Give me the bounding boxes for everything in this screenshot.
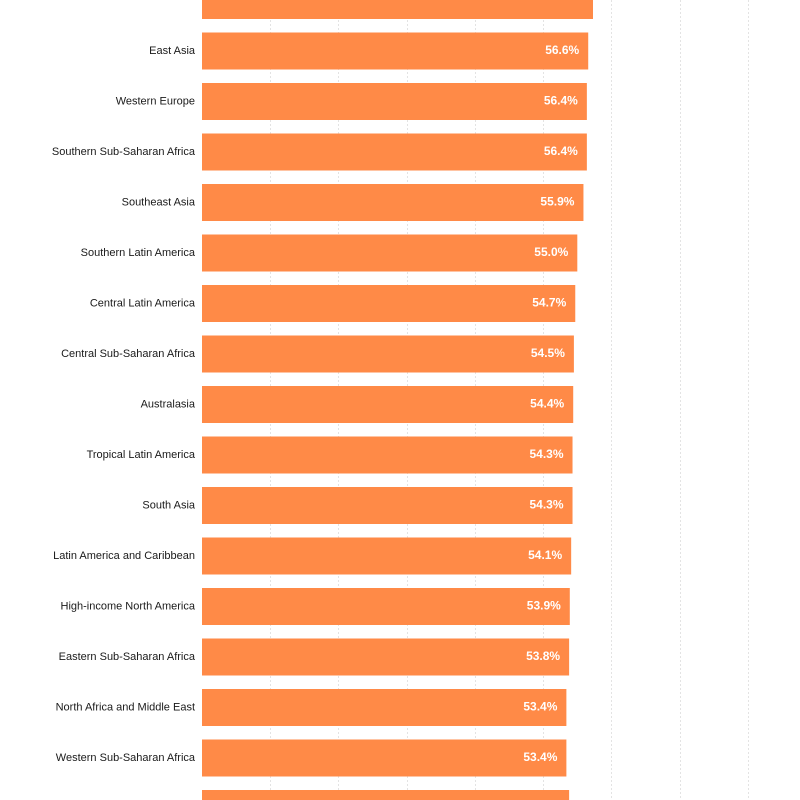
category-label: Southeast Asia	[122, 196, 196, 208]
category-label: Eastern Sub-Saharan Africa	[59, 651, 196, 663]
category-label: Central Latin America	[90, 297, 196, 309]
bar	[202, 790, 570, 800]
bar	[202, 184, 584, 221]
value-label: 54.4%	[530, 397, 564, 411]
category-label: South Asia	[142, 499, 195, 511]
bar	[202, 689, 567, 726]
value-label: 56.6%	[545, 43, 579, 57]
bar	[202, 285, 576, 322]
value-label: 54.7%	[532, 296, 566, 310]
value-label: 53.8%	[526, 649, 560, 663]
value-label: 53.4%	[523, 750, 557, 764]
category-label: Latin America and Caribbean	[53, 550, 195, 562]
value-label: 56.4%	[544, 144, 578, 158]
category-labels: East Asia Western Europe Southern Sub-Saha…	[52, 45, 196, 764]
value-label: 56.4%	[544, 94, 578, 108]
bar	[202, 133, 587, 171]
bar	[202, 335, 574, 373]
value-label: 53.9%	[527, 599, 561, 613]
category-label: Southern Sub-Saharan Africa	[52, 146, 196, 158]
bar	[202, 32, 589, 70]
category-label: East Asia	[149, 45, 196, 57]
value-label: 54.1%	[528, 548, 562, 562]
bar	[202, 386, 574, 423]
value-label: 54.5%	[531, 346, 565, 360]
bar	[202, 588, 570, 625]
bar	[202, 739, 567, 777]
value-labels: 56.6% 56.4% 56.4% 55.9% 55.0% 54.7% 54.5% 54.4%…	[523, 43, 579, 764]
category-label: Western Sub-Saharan Africa	[56, 752, 196, 764]
value-label: 54.3%	[529, 498, 563, 512]
bar	[202, 234, 578, 272]
bars	[202, 0, 593, 800]
bar	[202, 0, 593, 19]
category-label: Tropical Latin America	[87, 449, 196, 461]
value-label: 54.3%	[529, 447, 563, 461]
value-label: 53.4%	[523, 700, 557, 714]
category-label: Central Sub-Saharan Africa	[61, 348, 196, 360]
bar	[202, 537, 572, 575]
bar	[202, 83, 587, 120]
bar	[202, 487, 573, 524]
value-label: 55.0%	[534, 245, 568, 259]
bar	[202, 638, 570, 676]
category-label: Australasia	[141, 398, 196, 410]
category-label: North Africa and Middle East	[56, 701, 195, 713]
value-label: 55.9%	[540, 195, 574, 209]
category-label: Western Europe	[116, 95, 195, 107]
bar	[202, 436, 573, 474]
category-label: Southern Latin America	[81, 247, 196, 259]
category-label: High-income North America	[61, 600, 196, 612]
